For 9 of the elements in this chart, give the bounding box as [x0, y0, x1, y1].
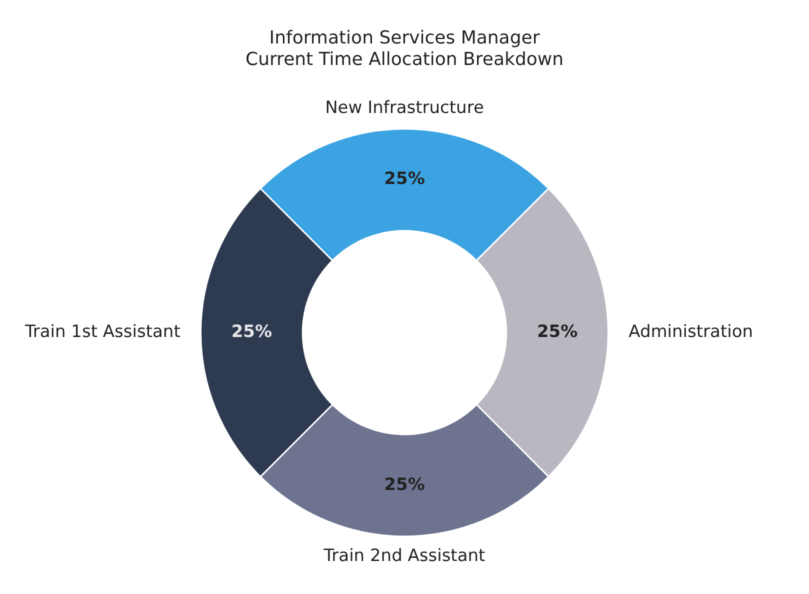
- slice-label: Train 2nd Assistant: [322, 546, 486, 566]
- data-label: 25%: [384, 474, 425, 495]
- slice-label: Train 1st Assistant: [24, 322, 181, 342]
- slice-label: Administration: [628, 322, 754, 342]
- data-label: 25%: [384, 169, 425, 190]
- data-label: 25%: [536, 322, 578, 342]
- slice-label: New Infrastructure: [325, 98, 484, 118]
- data-label: 25%: [231, 322, 272, 342]
- chart-title: Information Services Manager Current Time Allocation Breakdown: [245, 27, 564, 70]
